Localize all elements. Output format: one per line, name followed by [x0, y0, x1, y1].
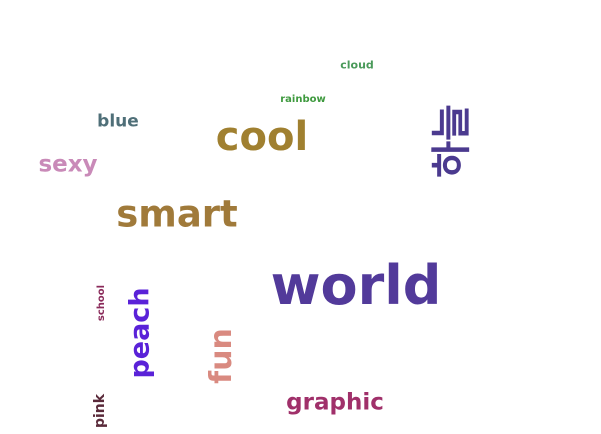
word-cloud-item-world: world: [270, 254, 442, 317]
word-cloud-item-smart: smart: [116, 192, 238, 236]
word-cloud-item-peach: peach: [124, 287, 156, 379]
word-cloud-item-korean: 하늘: [429, 104, 475, 178]
word-cloud-item-sexy: sexy: [38, 151, 98, 178]
word-cloud-item-cool: cool: [215, 114, 309, 160]
word-cloud-item-school: school: [96, 284, 107, 322]
word-cloud-item-cloud: cloud: [340, 58, 374, 72]
word-cloud-item-pink: pink: [92, 393, 108, 429]
word-cloud-item-fun: fun: [204, 328, 239, 384]
word-cloud-item-blue: blue: [97, 111, 139, 132]
word-cloud-item-graphic: graphic: [286, 389, 384, 416]
word-cloud-item-rainbow: rainbow: [280, 94, 326, 105]
